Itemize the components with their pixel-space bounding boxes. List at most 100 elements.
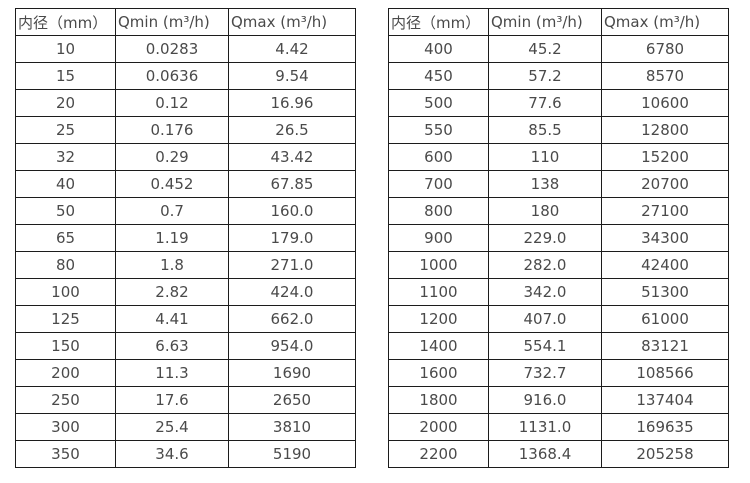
cell-qmin: 282.0 bbox=[488, 251, 602, 279]
table-row: 1400 554.1 83121 bbox=[388, 332, 729, 360]
cell-qmin: 732.7 bbox=[488, 359, 602, 387]
cell-diameter: 1200 bbox=[388, 305, 489, 333]
table-row: 15 0.0636 9.54 bbox=[15, 62, 356, 90]
table-row: 400 45.2 6780 bbox=[388, 35, 729, 63]
cell-qmin: 0.176 bbox=[115, 116, 229, 144]
cell-qmax: 42400 bbox=[601, 251, 729, 279]
table-row: 20 0.12 16.96 bbox=[15, 89, 356, 117]
cell-qmax: 51300 bbox=[601, 278, 729, 306]
cell-diameter: 1400 bbox=[388, 332, 489, 360]
table-row: 2200 1368.4 205258 bbox=[388, 440, 729, 468]
cell-diameter: 40 bbox=[15, 170, 116, 198]
cell-qmax: 43.42 bbox=[228, 143, 356, 171]
table-row: 1100 342.0 51300 bbox=[388, 278, 729, 306]
header-row: 内径（mm） Qmin (m³/h) Qmax (m³/h) bbox=[388, 8, 729, 36]
table-row: 1000 282.0 42400 bbox=[388, 251, 729, 279]
table-row: 450 57.2 8570 bbox=[388, 62, 729, 90]
cell-qmax: 108566 bbox=[601, 359, 729, 387]
cell-diameter: 50 bbox=[15, 197, 116, 225]
table-row: 80 1.8 271.0 bbox=[15, 251, 356, 279]
table-row: 50 0.7 160.0 bbox=[15, 197, 356, 225]
cell-qmin: 1.19 bbox=[115, 224, 229, 252]
table-row: 900 229.0 34300 bbox=[388, 224, 729, 252]
cell-diameter: 600 bbox=[388, 143, 489, 171]
cell-qmin: 0.452 bbox=[115, 170, 229, 198]
cell-qmax: 8570 bbox=[601, 62, 729, 90]
table-row: 150 6.63 954.0 bbox=[15, 332, 356, 360]
header-diameter: 内径（mm） bbox=[15, 8, 116, 36]
cell-diameter: 100 bbox=[15, 278, 116, 306]
table-row: 550 85.5 12800 bbox=[388, 116, 729, 144]
table-row: 100 2.82 424.0 bbox=[15, 278, 356, 306]
cell-qmin: 45.2 bbox=[488, 35, 602, 63]
cell-diameter: 32 bbox=[15, 143, 116, 171]
cell-qmax: 9.54 bbox=[228, 62, 356, 90]
header-row: 内径（mm） Qmin (m³/h) Qmax (m³/h) bbox=[15, 8, 356, 36]
cell-diameter: 700 bbox=[388, 170, 489, 198]
flow-table-small-diameters: 内径（mm） Qmin (m³/h) Qmax (m³/h) 10 0.0283 4… bbox=[15, 8, 356, 468]
table-row: 32 0.29 43.42 bbox=[15, 143, 356, 171]
table-row: 600 110 15200 bbox=[388, 143, 729, 171]
cell-qmax: 137404 bbox=[601, 386, 729, 414]
cell-diameter: 800 bbox=[388, 197, 489, 225]
cell-qmin: 57.2 bbox=[488, 62, 602, 90]
table-row: 300 25.4 3810 bbox=[15, 413, 356, 441]
cell-qmin: 0.7 bbox=[115, 197, 229, 225]
cell-qmax: 16.96 bbox=[228, 89, 356, 117]
flow-table-large-diameters: 内径（mm） Qmin (m³/h) Qmax (m³/h) 400 45.2 67… bbox=[388, 8, 729, 468]
cell-diameter: 150 bbox=[15, 332, 116, 360]
table-row: 65 1.19 179.0 bbox=[15, 224, 356, 252]
cell-qmax: 271.0 bbox=[228, 251, 356, 279]
cell-diameter: 1800 bbox=[388, 386, 489, 414]
cell-diameter: 20 bbox=[15, 89, 116, 117]
cell-diameter: 65 bbox=[15, 224, 116, 252]
cell-qmax: 179.0 bbox=[228, 224, 356, 252]
cell-qmin: 0.0636 bbox=[115, 62, 229, 90]
table-row: 1600 732.7 108566 bbox=[388, 359, 729, 387]
cell-qmin: 17.6 bbox=[115, 386, 229, 414]
cell-diameter: 1100 bbox=[388, 278, 489, 306]
cell-qmax: 61000 bbox=[601, 305, 729, 333]
cell-diameter: 550 bbox=[388, 116, 489, 144]
cell-qmax: 27100 bbox=[601, 197, 729, 225]
cell-qmin: 1131.0 bbox=[488, 413, 602, 441]
cell-qmin: 6.63 bbox=[115, 332, 229, 360]
cell-qmin: 407.0 bbox=[488, 305, 602, 333]
cell-diameter: 10 bbox=[15, 35, 116, 63]
cell-diameter: 1000 bbox=[388, 251, 489, 279]
cell-qmax: 12800 bbox=[601, 116, 729, 144]
cell-qmin: 34.6 bbox=[115, 440, 229, 468]
flow-range-tables: 内径（mm） Qmin (m³/h) Qmax (m³/h) 10 0.0283 4… bbox=[15, 8, 729, 468]
table-row: 1800 916.0 137404 bbox=[388, 386, 729, 414]
cell-qmax: 954.0 bbox=[228, 332, 356, 360]
cell-diameter: 450 bbox=[388, 62, 489, 90]
cell-qmax: 6780 bbox=[601, 35, 729, 63]
table-row: 200 11.3 1690 bbox=[15, 359, 356, 387]
cell-qmax: 15200 bbox=[601, 143, 729, 171]
table-row: 800 180 27100 bbox=[388, 197, 729, 225]
cell-qmin: 0.12 bbox=[115, 89, 229, 117]
cell-diameter: 2000 bbox=[388, 413, 489, 441]
cell-qmin: 229.0 bbox=[488, 224, 602, 252]
cell-diameter: 250 bbox=[15, 386, 116, 414]
cell-qmin: 11.3 bbox=[115, 359, 229, 387]
cell-diameter: 1600 bbox=[388, 359, 489, 387]
header-qmin: Qmin (m³/h) bbox=[488, 8, 602, 36]
cell-qmin: 138 bbox=[488, 170, 602, 198]
cell-qmin: 85.5 bbox=[488, 116, 602, 144]
cell-qmin: 554.1 bbox=[488, 332, 602, 360]
cell-qmin: 916.0 bbox=[488, 386, 602, 414]
cell-qmax: 169635 bbox=[601, 413, 729, 441]
cell-diameter: 125 bbox=[15, 305, 116, 333]
cell-qmin: 180 bbox=[488, 197, 602, 225]
cell-qmax: 20700 bbox=[601, 170, 729, 198]
table-row: 2000 1131.0 169635 bbox=[388, 413, 729, 441]
header-diameter: 内径（mm） bbox=[388, 8, 489, 36]
cell-qmax: 1690 bbox=[228, 359, 356, 387]
cell-qmin: 342.0 bbox=[488, 278, 602, 306]
header-qmax: Qmax (m³/h) bbox=[601, 8, 729, 36]
cell-diameter: 25 bbox=[15, 116, 116, 144]
cell-qmin: 25.4 bbox=[115, 413, 229, 441]
cell-diameter: 300 bbox=[15, 413, 116, 441]
cell-qmin: 110 bbox=[488, 143, 602, 171]
